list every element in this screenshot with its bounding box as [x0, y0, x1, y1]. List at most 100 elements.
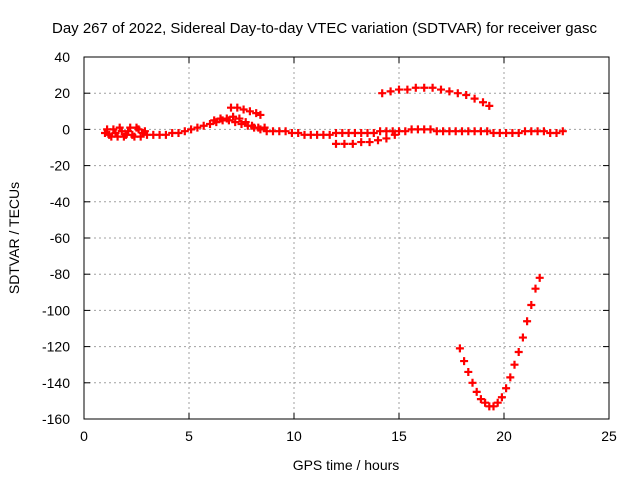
data-point	[460, 357, 469, 366]
data-point	[260, 123, 269, 132]
data-point	[119, 132, 128, 141]
data-point	[481, 398, 490, 407]
data-point	[455, 344, 464, 353]
data-point	[229, 112, 238, 121]
data-point	[453, 89, 462, 98]
y-tick-label: -40	[50, 194, 70, 210]
data-point	[510, 360, 519, 369]
x-tick-label: 5	[185, 428, 193, 444]
x-tick-label: 20	[496, 428, 512, 444]
data-point	[348, 139, 357, 148]
data-point	[187, 125, 196, 134]
series-segment-a	[103, 112, 269, 141]
data-point	[514, 129, 523, 138]
data-point	[239, 105, 248, 114]
data-point	[476, 395, 485, 404]
data-point	[483, 127, 492, 136]
y-tick-label: -20	[50, 158, 70, 174]
data-point	[552, 129, 561, 138]
data-point	[193, 123, 202, 132]
data-point	[231, 118, 240, 127]
data-point	[374, 136, 382, 145]
data-point	[462, 91, 471, 100]
data-point	[241, 118, 250, 127]
data-point	[369, 129, 378, 138]
data-point	[470, 94, 479, 103]
x-tick-label: 10	[286, 428, 302, 444]
data-point	[539, 127, 548, 136]
data-point	[472, 387, 481, 396]
data-point	[210, 116, 219, 125]
data-point	[386, 87, 395, 96]
data-point	[420, 83, 429, 92]
y-tick-label: -80	[50, 266, 70, 282]
series-segment-e	[455, 273, 544, 411]
y-tick-label: -100	[42, 302, 70, 318]
x-tick-label: 25	[601, 428, 617, 444]
data-point	[180, 127, 189, 136]
data-point	[558, 127, 567, 136]
data-point	[527, 300, 536, 309]
data-point	[140, 127, 149, 136]
y-axis-label: SDTVAR / TECUs	[6, 182, 22, 294]
data-point	[489, 402, 498, 411]
data-point	[161, 130, 170, 139]
data-point	[233, 103, 242, 112]
y-tick-label: -60	[50, 230, 70, 246]
data-point	[132, 123, 141, 132]
data-series	[101, 83, 567, 411]
data-point	[382, 134, 391, 143]
data-point	[502, 384, 511, 393]
data-point	[493, 398, 502, 407]
data-point	[506, 373, 515, 382]
data-point	[294, 129, 303, 138]
data-point	[332, 139, 340, 148]
data-point	[256, 110, 265, 119]
data-point	[464, 367, 473, 376]
x-tick-label: 15	[391, 428, 407, 444]
y-tick-label: 40	[54, 49, 70, 65]
data-point	[535, 273, 544, 282]
series-baseline	[101, 116, 567, 141]
data-point	[115, 123, 124, 132]
data-point	[497, 393, 506, 402]
data-point	[252, 109, 261, 118]
data-point	[174, 129, 183, 138]
data-point	[124, 127, 133, 136]
data-point	[378, 89, 387, 98]
data-point	[128, 130, 137, 139]
grid-lines	[84, 57, 609, 419]
data-point	[479, 98, 487, 107]
series-segment-c	[332, 130, 399, 148]
data-point	[445, 87, 454, 96]
data-point	[237, 119, 246, 128]
data-point	[428, 83, 437, 92]
series-segment-b	[227, 103, 265, 119]
data-point	[518, 333, 527, 342]
data-point	[485, 101, 494, 110]
data-point	[136, 132, 145, 141]
data-point	[401, 127, 410, 136]
y-tick-label: 0	[62, 121, 70, 137]
data-point	[523, 317, 532, 326]
data-point	[426, 125, 435, 134]
data-point	[437, 85, 445, 94]
data-point	[248, 121, 256, 130]
data-point	[340, 139, 349, 148]
y-tick-label: -120	[42, 339, 70, 355]
x-axis-label: GPS time / hours	[293, 457, 400, 473]
data-point	[365, 138, 374, 147]
data-point	[395, 85, 403, 94]
data-point	[514, 348, 523, 357]
data-point	[468, 378, 477, 387]
data-point	[281, 127, 290, 136]
data-point	[107, 132, 116, 141]
data-point	[111, 129, 120, 138]
axis-ticks: 0 5 10 15 20 25 -160 -140 -120 -100 -80 -60 -40 -20 0 2…	[42, 49, 617, 444]
data-point	[103, 125, 112, 134]
data-point	[531, 284, 540, 293]
data-point	[390, 130, 399, 139]
x-tick-label: 0	[80, 428, 88, 444]
y-tick-label: -160	[42, 411, 70, 427]
